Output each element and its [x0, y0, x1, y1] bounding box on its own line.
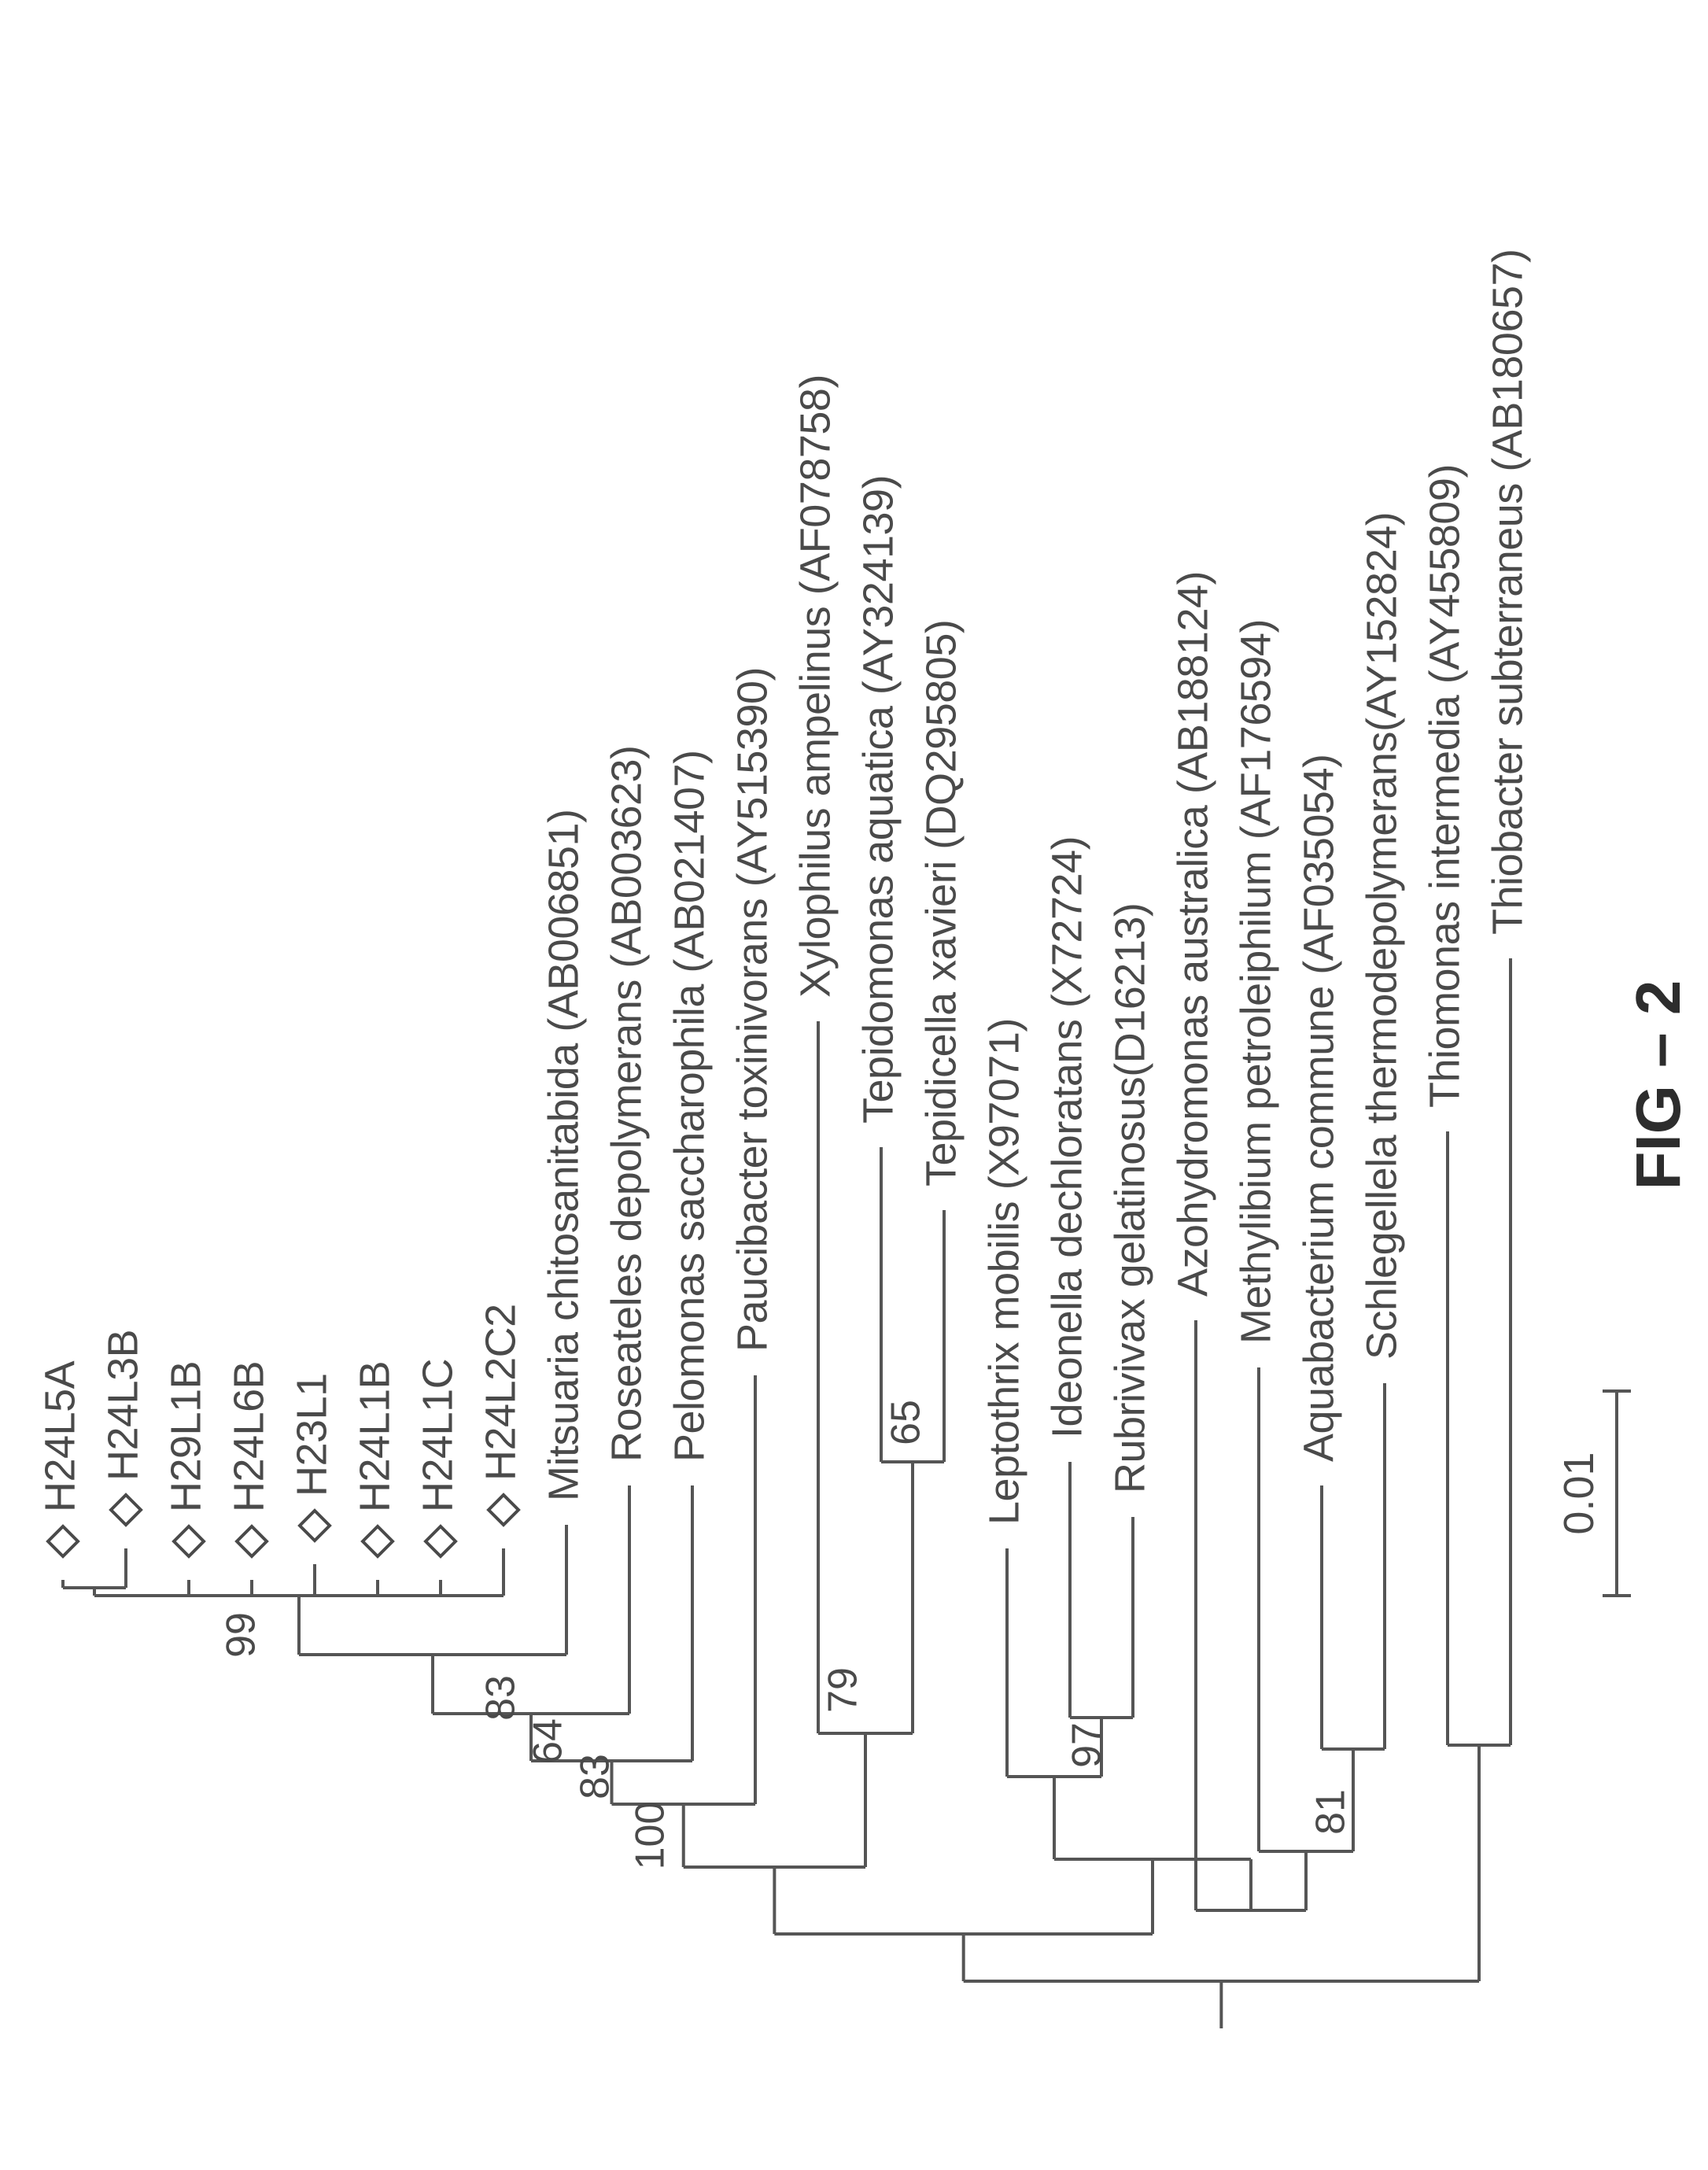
- bootstrap-value: 99: [219, 1612, 264, 1658]
- scale-bar-label: 0.01: [1555, 1452, 1603, 1534]
- diamond-icon: [300, 1511, 330, 1541]
- rotated-canvas: H24L5A H24L3B H29L1B H24L6B H23L1 H24L1B H24L1…: [0, 0, 1708, 2170]
- bootstrap-value: 79: [821, 1667, 866, 1713]
- taxon-label: H29L1B: [162, 1361, 209, 1512]
- bootstrap-value: 81: [1308, 1789, 1354, 1835]
- diamond-icon: [48, 1526, 78, 1556]
- bootstrap-value: 100: [628, 1802, 673, 1870]
- taxon-label: Pelomonas saccharophila (AB021407): [666, 750, 713, 1462]
- taxon-label: Tepidicella xavieri (DQ295805): [917, 620, 965, 1186]
- taxon-label: Ideonella dechloratans (X72724): [1043, 836, 1090, 1438]
- taxon-label: Tepidomonas aquatica (AY324139): [854, 475, 902, 1124]
- taxon-label: Xylophilus ampelinus (AF078758): [791, 375, 839, 998]
- bootstrap-value: 97: [1064, 1722, 1110, 1768]
- page: H24L5A H24L3B H29L1B H24L6B H23L1 H24L1B H24L1…: [0, 0, 1708, 2170]
- taxon-label: H24L1C: [414, 1359, 461, 1512]
- taxon-label: Leptothrix mobilis (X97071): [980, 1018, 1027, 1525]
- taxon-label: H24L3B: [99, 1330, 146, 1481]
- taxon-label: Roseateles depolymerans (AB003623): [603, 745, 650, 1462]
- diamond-icon: [111, 1495, 141, 1525]
- diamond-icon: [489, 1495, 518, 1525]
- diamond-icon: [174, 1526, 204, 1556]
- bootstrap-value: 64: [526, 1718, 571, 1764]
- phylogenetic-tree: H24L5A H24L3B H29L1B H24L6B H23L1 H24L1B H24L1…: [0, 0, 1708, 2170]
- taxon-label: H24L6B: [225, 1361, 272, 1512]
- taxon-label: Methylibium petroleiphilum (AF176594): [1232, 619, 1279, 1344]
- taxon-label: Aquabacterium commune (AF035054): [1295, 755, 1342, 1462]
- taxon-label: Schlegellela thermodepolymerans(AY152824…: [1358, 512, 1405, 1360]
- taxon-label: Mitsuaria chitosanitabida (AB006851): [540, 809, 587, 1501]
- bootstrap-value: 83: [573, 1754, 618, 1799]
- diamond-icon: [363, 1526, 393, 1556]
- taxon-label: Azohydromonas australica (AB188124): [1169, 571, 1216, 1297]
- bootstrap-value: 65: [884, 1400, 929, 1445]
- taxon-label: H24L2C2: [477, 1304, 524, 1481]
- figure-label: FIG – 2: [1623, 980, 1693, 1190]
- taxon-label: Rubrivivax gelatinosus(D16213): [1106, 903, 1153, 1493]
- taxon-label: H24L1B: [351, 1361, 398, 1512]
- taxon-label: H24L5A: [36, 1360, 83, 1512]
- diamond-icon: [426, 1526, 456, 1556]
- taxon-label: Paucibacter toxinivorans (AY515390): [729, 667, 776, 1352]
- taxon-label: Thiobacter subterraneus (AB180657): [1484, 249, 1531, 935]
- bootstrap-value: 83: [478, 1675, 524, 1721]
- taxon-label: Thiomonas intermedia (AY455809): [1421, 464, 1468, 1108]
- diamond-icon: [237, 1526, 267, 1556]
- taxon-label: H23L1: [288, 1373, 335, 1496]
